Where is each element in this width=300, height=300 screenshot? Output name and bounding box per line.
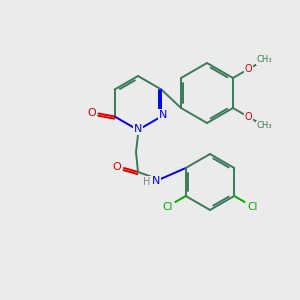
Text: CH₃: CH₃ <box>256 122 272 130</box>
Text: CH₃: CH₃ <box>256 56 272 64</box>
Text: Cl: Cl <box>247 202 258 212</box>
Text: O: O <box>245 112 252 122</box>
Text: N: N <box>159 110 168 119</box>
Text: H: H <box>143 177 151 187</box>
Text: O: O <box>87 107 96 118</box>
Text: O: O <box>112 162 122 172</box>
Text: N: N <box>134 124 142 134</box>
Text: Cl: Cl <box>162 202 173 212</box>
Text: O: O <box>245 64 252 74</box>
Text: N: N <box>152 176 160 186</box>
